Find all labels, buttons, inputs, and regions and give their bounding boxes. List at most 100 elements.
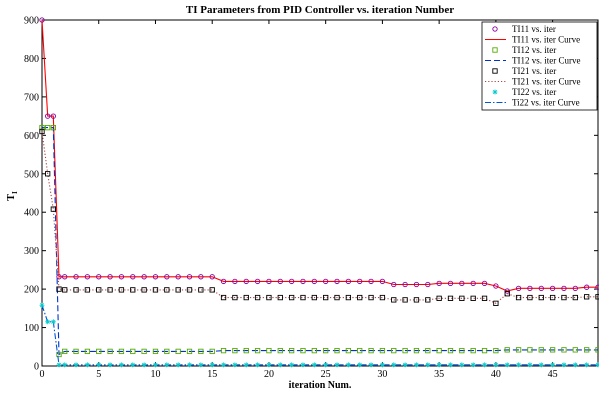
y-tick-label: 400 [24,208,39,219]
data-point [96,274,102,280]
series-line [41,305,598,366]
data-point [413,281,420,288]
data-point [538,294,544,301]
data-point [84,287,91,293]
data-point [152,274,159,280]
x-axis-ticks: 0 5 10 15 20 25 30 35 40 45 [40,20,558,380]
data-point [186,274,193,280]
data-point [107,348,113,355]
data-point [447,280,454,286]
data-point [311,347,317,354]
legend-box [481,21,598,111]
data-point [413,297,420,303]
series-4 [39,302,599,368]
data-point [243,278,249,285]
data-point [209,348,215,355]
data-point [334,278,340,285]
data-point [254,347,261,354]
x-tick-label: 20 [264,369,274,380]
data-point [232,294,238,301]
legend-marker [492,89,498,95]
data-point [493,362,499,368]
data-point [572,362,578,368]
series-1 [39,17,599,294]
data-point [549,285,556,291]
data-point [266,347,272,354]
data-point [368,362,374,368]
data-point [175,287,181,293]
data-point [459,362,465,368]
data-point [527,362,533,368]
x-tick-label: 30 [377,369,387,380]
data-point [391,362,397,368]
legend-label: TI11 vs. iter [512,24,556,34]
data-point [345,362,351,368]
data-point [73,348,79,355]
data-point [595,347,599,353]
data-point [436,347,442,354]
data-point [516,362,522,368]
data-point [323,294,329,301]
data-point [118,362,124,368]
y-tick-label: 100 [24,323,39,334]
data-point [549,347,556,353]
data-point [413,362,419,368]
data-point [584,294,590,300]
data-point [459,280,465,286]
data-point [368,278,374,285]
data-point [391,297,397,303]
legend-item: TI11 vs. iter Curve [485,35,580,45]
data-point [572,285,578,291]
data-point [96,348,102,355]
data-point [334,347,340,354]
data-point [152,287,159,293]
data-point [391,281,397,288]
data-point [323,347,329,354]
legend-item: TI12 vs. iter [492,45,556,55]
data-point [118,348,125,355]
legend-label: TI21 vs. iter Curve [512,77,580,87]
data-point [130,287,136,293]
data-point [357,362,363,368]
x-tick-label: 40 [491,369,501,380]
data-point [232,278,238,285]
series-2 [39,124,599,358]
data-point [345,347,352,354]
data-point [493,347,499,354]
data-point [130,362,136,368]
data-point [436,295,442,301]
legend-label: TI11 vs. iter Curve [512,35,580,45]
data-point [243,294,249,301]
data-point [481,295,488,301]
legend-item: TI22 vs. iter [492,87,556,97]
data-point [595,362,599,368]
data-point [527,294,533,301]
data-point [209,287,215,293]
data-point [56,362,62,368]
data-point [84,348,91,355]
data-point [447,347,454,354]
data-point [118,287,125,293]
legend-item: TI21 vs. iter Curve [485,77,580,87]
data-point [538,362,544,368]
data-point [572,347,578,353]
data-point [50,206,56,212]
data-point [436,362,442,368]
y-tick-label: 700 [24,92,39,103]
data-point [311,362,317,368]
legend-label: TI21 vs. iter [512,66,556,76]
x-tick-label: 35 [434,369,444,380]
x-tick-label: 45 [548,369,558,380]
legend-label: Ti22 vs. iter Curve [512,98,580,108]
data-point [243,347,249,354]
data-point [84,362,90,368]
x-tick-label: 0 [40,369,45,380]
data-point [493,283,499,289]
data-point [232,347,238,354]
data-point [584,362,590,368]
data-point [538,347,544,353]
data-point [266,294,272,301]
data-point [277,347,283,354]
data-point [470,295,476,301]
